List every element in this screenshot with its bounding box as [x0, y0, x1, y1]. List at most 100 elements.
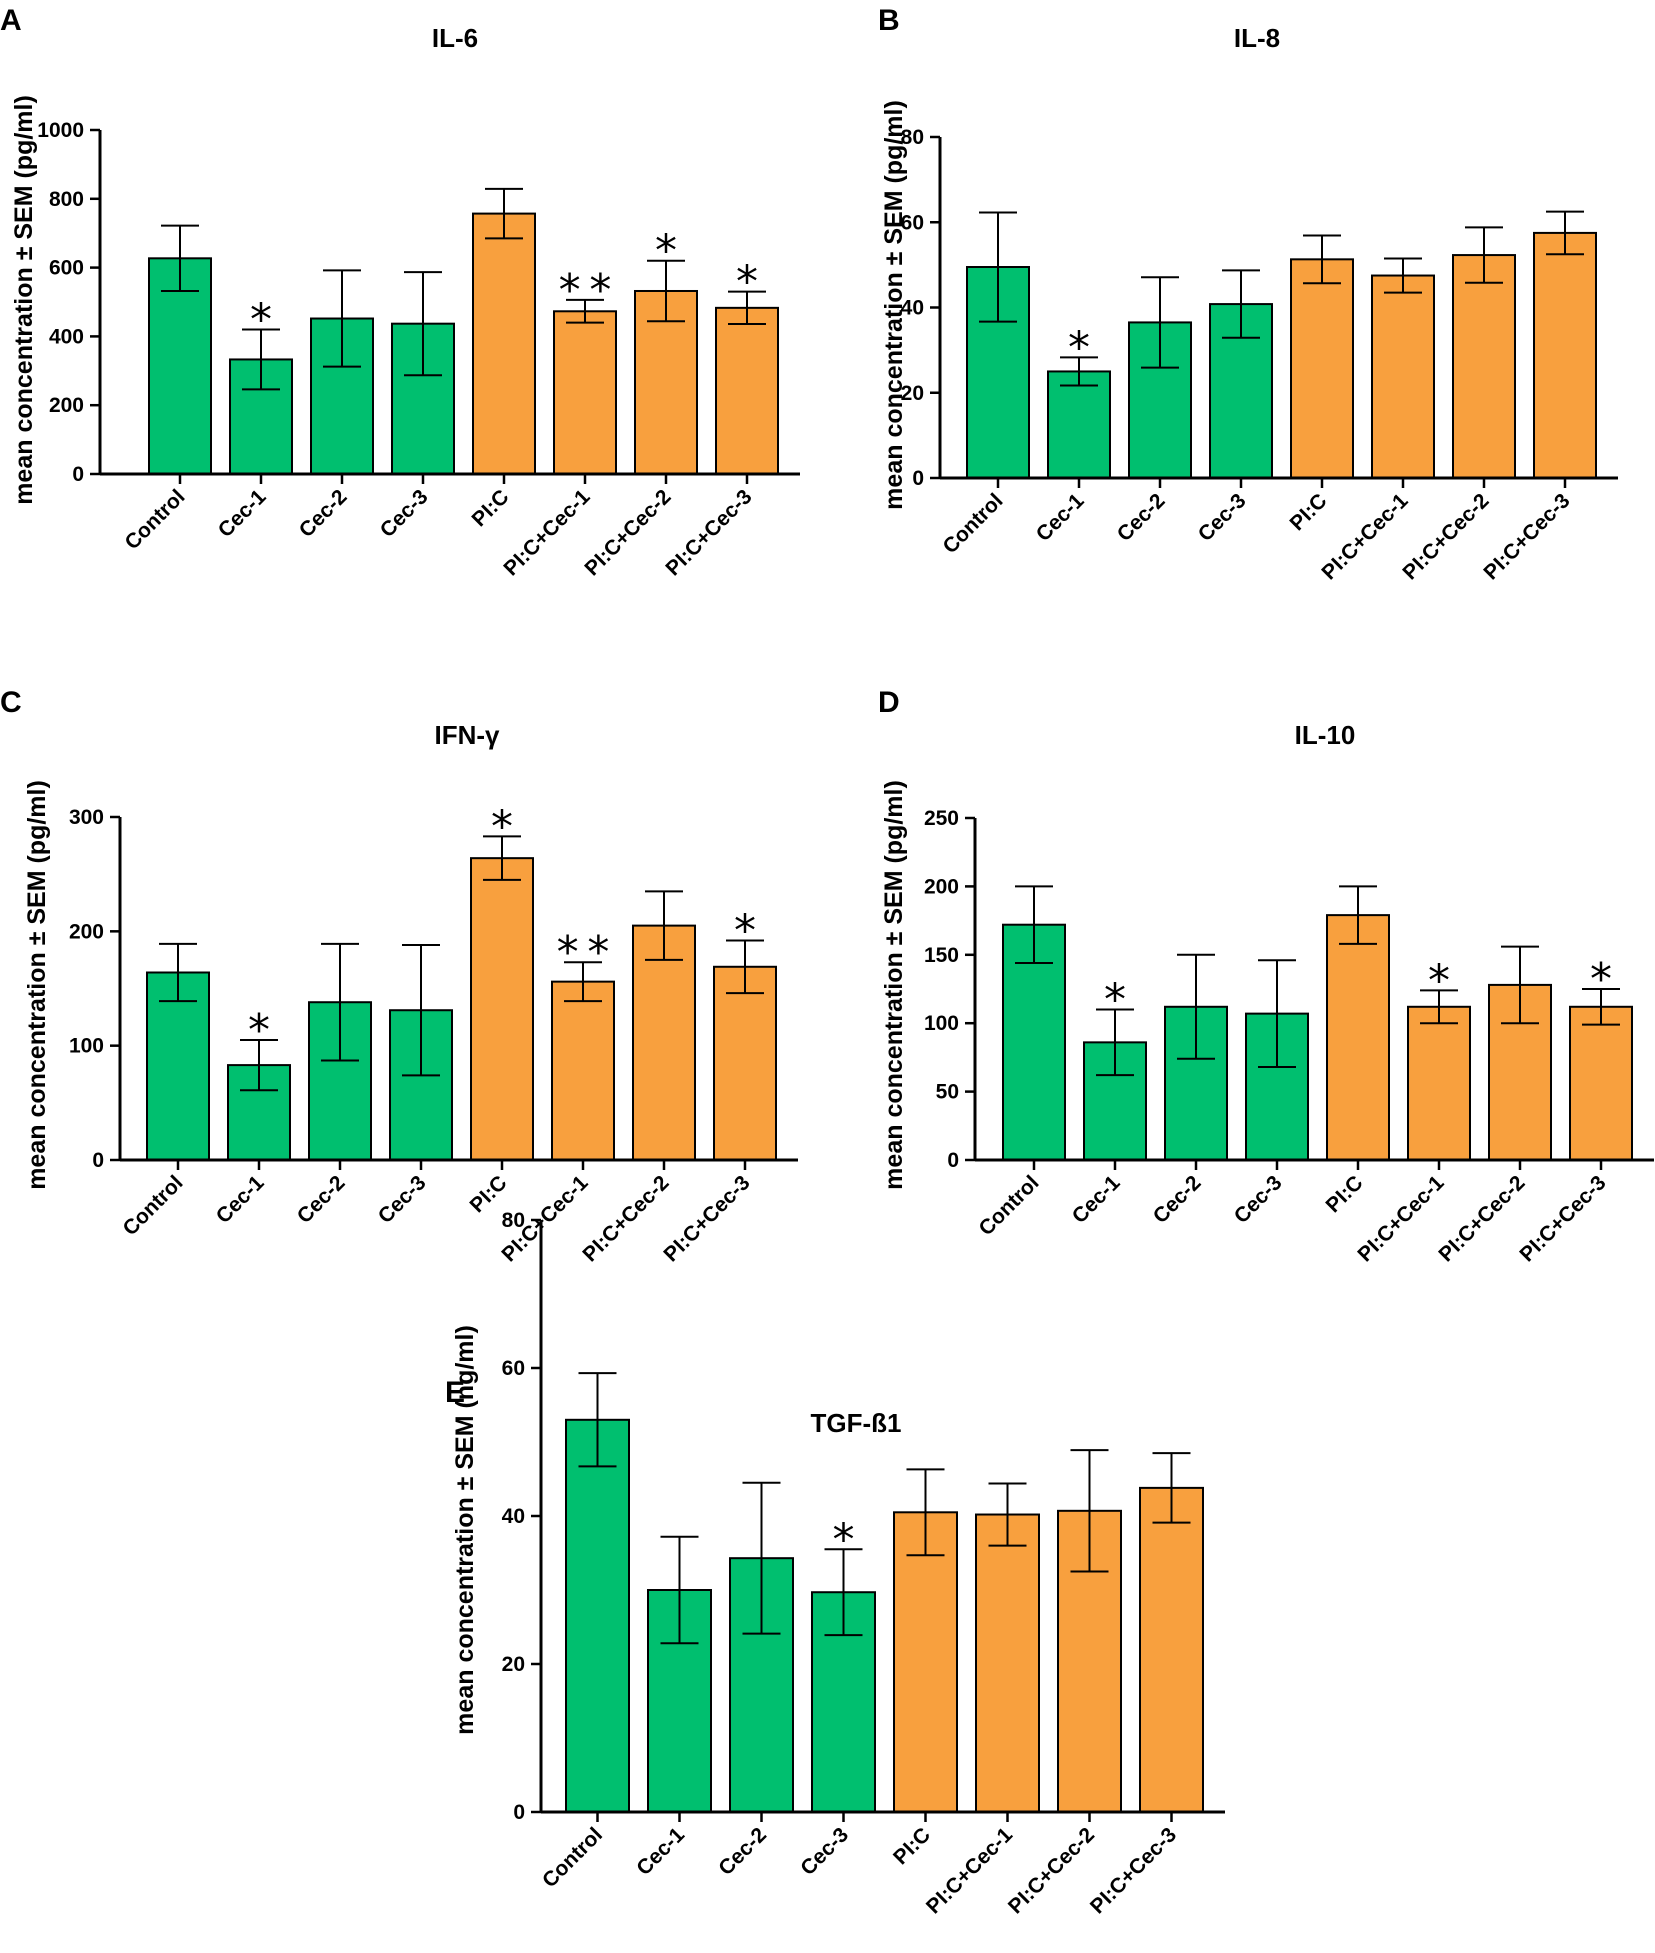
significance-marker: *: [833, 1514, 855, 1565]
y-axis-label: mean concentration ± SEM (ng/ml): [451, 1325, 479, 1735]
y-tick-label: 400: [49, 325, 84, 348]
y-tick-label: 1000: [37, 119, 84, 142]
y-tick-label: 250: [924, 807, 959, 830]
x-tick-label: PI:C+Cec-1: [922, 1823, 1017, 1918]
x-tick-label: PI:C+Cec-2: [1434, 1171, 1529, 1266]
bar-control: [148, 257, 212, 476]
chart-title: IL-6: [432, 23, 478, 53]
x-tick-label: PI:C: [1322, 1171, 1368, 1217]
x-tick-label: Cec-3: [1230, 1171, 1287, 1228]
significance-marker: * *: [559, 265, 612, 316]
x-tick-label: Control: [974, 1171, 1043, 1240]
x-tick-label: PI:C+Cec-2: [578, 1171, 673, 1266]
x-tick-label: Cec-1: [214, 485, 271, 542]
x-tick-label: PI:C+Cec-2: [1004, 1823, 1099, 1918]
y-tick-label: 600: [49, 257, 84, 280]
y-tick-label: 0: [947, 1149, 959, 1172]
x-tick-label: Cec-2: [1113, 489, 1170, 546]
x-tick-label: Control: [538, 1823, 607, 1892]
x-tick-label: PI:C+Cec-2: [580, 485, 675, 580]
y-axis-label: mean concentration ± SEM (pg/ml): [880, 100, 908, 510]
significance-marker: *: [1104, 975, 1126, 1026]
x-tick-label: Cec-2: [714, 1823, 771, 1880]
x-tick-label: PI:C+Cec-3: [659, 1171, 754, 1266]
x-tick-label: Cec-1: [1032, 489, 1089, 546]
significance-marker: *: [1068, 322, 1090, 373]
bar-pi-c: [1326, 914, 1390, 1161]
significance-marker: *: [250, 295, 272, 346]
y-tick-label: 800: [49, 188, 84, 211]
y-axis-label: mean concentration ± SEM (pg/ml): [880, 780, 908, 1190]
x-tick-label: PI:C+Cec-3: [661, 485, 756, 580]
x-tick-label: Cec-3: [1194, 489, 1251, 546]
x-tick-label: Cec-1: [632, 1823, 689, 1880]
y-axis-label: mean concentration ± SEM (pg/ml): [23, 780, 51, 1190]
bar-cec-1: [1047, 370, 1111, 479]
y-tick-label: 200: [69, 920, 104, 943]
bar-pi-c-cec-1: [551, 980, 615, 1162]
bar-control: [146, 971, 210, 1162]
x-tick-label: PI:C+Cec-3: [1479, 489, 1574, 584]
x-tick-label: Cec-1: [212, 1171, 269, 1228]
significance-marker: *: [734, 905, 756, 956]
bar-pi-c-cec-1: [975, 1513, 1040, 1814]
bar-pi-c: [472, 212, 536, 475]
x-tick-label: PI:C+Cec-1: [1317, 489, 1412, 584]
bar-pi-c-cec-1: [553, 310, 617, 475]
x-tick-label: Control: [938, 489, 1007, 558]
significance-marker: *: [491, 801, 513, 852]
y-tick-label: 100: [924, 1012, 959, 1035]
bar-cec-2: [1164, 1005, 1228, 1161]
y-tick-label: 40: [502, 1505, 525, 1528]
bar-control: [565, 1418, 630, 1814]
y-tick-label: 0: [912, 467, 924, 490]
bar-pi-c-cec-3: [1569, 1005, 1633, 1161]
panel-letter: E: [445, 1376, 465, 1409]
chart-title: TGF-ß1: [811, 1408, 902, 1438]
significance-marker: *: [736, 257, 758, 308]
significance-marker: *: [1428, 955, 1450, 1006]
x-tick-label: Cec-2: [293, 1171, 350, 1228]
x-tick-label: PI:C: [889, 1823, 935, 1869]
panel-letter: D: [878, 686, 900, 719]
y-tick-label: 200: [924, 875, 959, 898]
y-tick-label: 60: [901, 211, 924, 234]
significance-marker: *: [1590, 954, 1612, 1005]
panel-letter: B: [878, 4, 900, 37]
bar-pi-c-cec-1: [1371, 274, 1435, 479]
panel-letter: C: [0, 686, 22, 719]
x-tick-label: Cec-2: [295, 485, 352, 542]
x-tick-label: Control: [120, 485, 189, 554]
bar-pi-c-cec-3: [715, 306, 779, 475]
chart-panel-B: B IL-8 mean concentration ± SEM (pg/ml) Con…: [878, 4, 1618, 584]
x-tick-label: Control: [118, 1171, 187, 1240]
chart-title: IL-10: [1295, 720, 1356, 750]
x-tick-label: Cec-3: [796, 1823, 853, 1880]
x-tick-label: PI:C+Cec-1: [499, 485, 594, 580]
chart-title: IL-8: [1234, 23, 1280, 53]
x-tick-label: Cec-2: [1149, 1171, 1206, 1228]
y-tick-label: 20: [502, 1653, 525, 1676]
bar-pi-c-cec-3: [1533, 231, 1597, 479]
x-tick-label: PI:C: [1286, 489, 1332, 535]
y-tick-label: 80: [901, 126, 924, 149]
significance-marker: *: [655, 226, 677, 277]
bar-pi-c-cec-3: [1139, 1486, 1204, 1813]
bar-pi-c-cec-2: [1452, 254, 1516, 479]
x-tick-label: Cec-1: [1068, 1171, 1125, 1228]
y-tick-label: 40: [901, 297, 924, 320]
x-tick-label: PI:C+Cec-3: [1515, 1171, 1610, 1266]
bar-pi-c: [470, 857, 534, 1161]
y-tick-label: 0: [72, 463, 84, 486]
chart-panel-D: D IL-10 mean concentration ± SEM (pg/ml) Co…: [878, 686, 1654, 1266]
x-tick-label: PI:C+Cec-3: [1086, 1823, 1181, 1918]
y-tick-label: 0: [92, 1149, 104, 1172]
bar-pi-c: [893, 1511, 958, 1814]
y-tick-label: 60: [502, 1357, 525, 1380]
bar-pi-c-cec-1: [1407, 1005, 1471, 1161]
y-tick-label: 80: [502, 1209, 525, 1232]
y-tick-label: 300: [69, 806, 104, 829]
y-axis-label: mean concentration ± SEM (pg/ml): [10, 95, 38, 505]
y-tick-label: 200: [49, 394, 84, 417]
